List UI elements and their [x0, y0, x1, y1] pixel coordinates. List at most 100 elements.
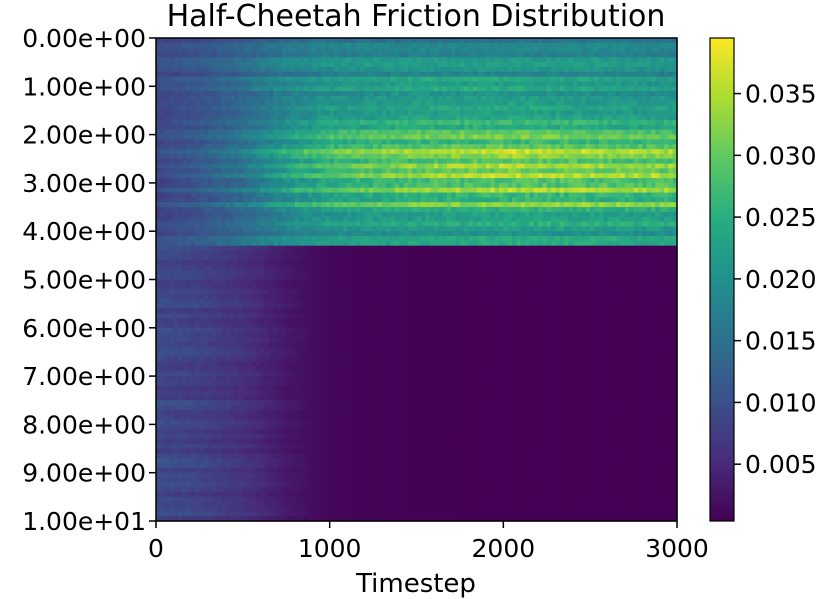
heatmap-cell [420, 163, 426, 170]
heatmap-cell [663, 129, 669, 136]
heatmap-cell [538, 110, 544, 116]
heatmap-cell [407, 129, 413, 136]
heatmap-cell [672, 134, 678, 141]
heatmap-cell [229, 52, 235, 58]
heatmap-cell [555, 129, 561, 136]
heatmap-cell [611, 81, 617, 87]
heatmap-cell [307, 66, 313, 73]
heatmap-cell [273, 100, 279, 107]
heatmap-cell [360, 71, 365, 78]
heatmap-cell [360, 57, 365, 63]
heatmap-cell [581, 197, 587, 203]
heatmap-cell [594, 163, 600, 170]
heatmap-cell [559, 226, 565, 232]
heatmap-cell [611, 207, 617, 213]
heatmap-cell [316, 120, 322, 126]
heatmap-cell [373, 129, 379, 136]
heatmap-cell [281, 62, 287, 68]
heatmap-cell [624, 202, 630, 208]
heatmap-cell [294, 236, 300, 242]
heatmap-cell [646, 173, 652, 179]
heatmap-cell [529, 182, 535, 189]
heatmap-cell [451, 236, 457, 242]
heatmap-cell [407, 202, 413, 208]
heatmap-cell [425, 124, 431, 131]
heatmap-cell [355, 168, 361, 174]
heatmap-cell [399, 158, 405, 165]
heatmap-cell [221, 221, 227, 227]
heatmap-cell [594, 144, 600, 150]
heatmap-cell [538, 158, 544, 165]
heatmap-cell [412, 52, 418, 58]
heatmap-cell [433, 226, 439, 232]
heatmap-cell [451, 211, 457, 218]
heatmap-cell [407, 163, 413, 170]
heatmap-cell [503, 149, 509, 155]
heatmap-cell [299, 110, 305, 116]
heatmap-cell [273, 163, 279, 170]
heatmap-cell [360, 52, 365, 58]
heatmap-cell [650, 178, 656, 184]
heatmap-cell [247, 52, 253, 58]
heatmap-cell [390, 226, 396, 232]
heatmap-cell [312, 182, 318, 189]
heatmap-cell [390, 105, 396, 112]
heatmap-cell [229, 129, 235, 136]
heatmap-cell [277, 42, 283, 49]
heatmap-cell [312, 226, 318, 232]
heatmap-cell [325, 202, 331, 208]
heatmap-cell [177, 197, 183, 203]
heatmap-cell [312, 163, 318, 170]
heatmap-cell [203, 81, 209, 87]
heatmap-cell [208, 110, 214, 116]
heatmap-cell [555, 115, 561, 121]
heatmap-cell [620, 71, 626, 78]
heatmap-cell [238, 158, 244, 165]
heatmap-cell [238, 153, 244, 160]
heatmap-cell [164, 47, 170, 54]
heatmap-cell [225, 149, 231, 155]
heatmap-cell [325, 178, 331, 184]
heatmap-cell [242, 115, 248, 121]
heatmap-cell [225, 178, 231, 184]
heatmap-cell [498, 231, 504, 237]
heatmap-cell [503, 81, 509, 87]
heatmap-cell [542, 149, 548, 155]
heatmap-cell [572, 115, 578, 121]
heatmap-cell [559, 52, 565, 58]
heatmap-cell [433, 163, 439, 170]
heatmap-cell [255, 42, 261, 49]
heatmap-cell [668, 163, 674, 170]
heatmap-cell [581, 110, 587, 116]
heatmap-cell [498, 139, 504, 145]
heatmap-cell [290, 173, 296, 179]
heatmap-cell [255, 124, 261, 131]
heatmap-cell [247, 86, 253, 92]
heatmap-cell [490, 197, 496, 203]
heatmap-cell [407, 187, 413, 194]
heatmap-cell [568, 105, 574, 112]
heatmap-cell [377, 178, 383, 184]
heatmap-cell [299, 178, 305, 184]
heatmap-cell [568, 226, 574, 232]
heatmap-cell [598, 91, 604, 97]
heatmap-cell [551, 178, 557, 184]
heatmap-cell [221, 178, 227, 184]
heatmap-cell [416, 42, 422, 49]
heatmap-cell [286, 62, 292, 68]
heatmap-cell [351, 139, 357, 145]
heatmap-cell [164, 226, 170, 232]
heatmap-cell [182, 81, 187, 87]
heatmap-cell [559, 81, 565, 87]
heatmap-cell [607, 81, 613, 87]
heatmap-cell [169, 38, 174, 44]
heatmap-cell [186, 47, 192, 54]
heatmap-cell [672, 110, 678, 116]
heatmap-cell [390, 197, 396, 203]
heatmap-cell [399, 207, 405, 213]
heatmap-cell [564, 105, 570, 112]
heatmap-cell [286, 110, 292, 116]
heatmap-cell [416, 216, 422, 223]
heatmap-cell [594, 197, 600, 203]
